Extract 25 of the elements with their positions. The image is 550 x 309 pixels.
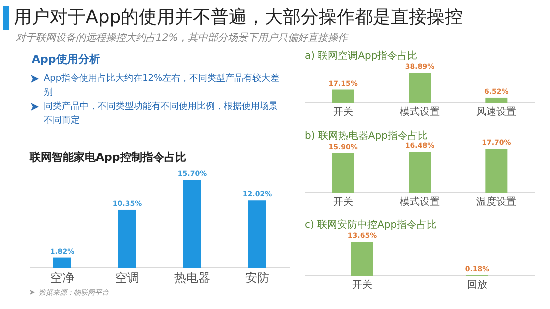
- bar: [118, 210, 136, 268]
- x-tick-label: 开关: [333, 106, 354, 118]
- chart-title: c) 联网安防中控App指令占比: [305, 219, 438, 231]
- chart-title: 联网智能家电App控制指令占比: [29, 151, 186, 164]
- text: 对于联网设备的远程操控大约占12%，其中部分场景下用户只偏好直接操作: [16, 32, 348, 45]
- x-tick-label: 热电器: [174, 271, 210, 285]
- text: App指令使用占比大约在12%左右，不同类型产品有较大差别: [44, 72, 281, 100]
- x-tick-label: 开关: [352, 279, 372, 291]
- x-tick-label: 空调: [116, 271, 140, 285]
- x-tick-label: 回放: [468, 280, 488, 291]
- x-tick-label: 安防: [246, 271, 270, 285]
- text: App使用分析: [32, 52, 100, 67]
- bar: [54, 258, 72, 268]
- text: 同类产品中，不同类型功能有不同使用比例，根据使用场景不同而定: [44, 100, 279, 128]
- x-tick-label: 风速设置: [476, 106, 517, 118]
- x-tick-label: 模式设置: [400, 106, 440, 118]
- x-tick-label: 模式设置: [400, 196, 440, 208]
- x-tick-label: 开关: [333, 196, 354, 208]
- chart-title: a) 联网空调App指令占比: [305, 50, 418, 62]
- chart-title: b) 联网热电器App指令占比: [305, 130, 428, 142]
- bar: [184, 180, 202, 268]
- x-tick-label: 温度设置: [476, 196, 517, 208]
- text: 用户对于App的使用并不普遍，大部分操作都是直接操控: [14, 6, 464, 29]
- x-tick-label: 空净: [50, 271, 74, 285]
- bar: [248, 200, 266, 268]
